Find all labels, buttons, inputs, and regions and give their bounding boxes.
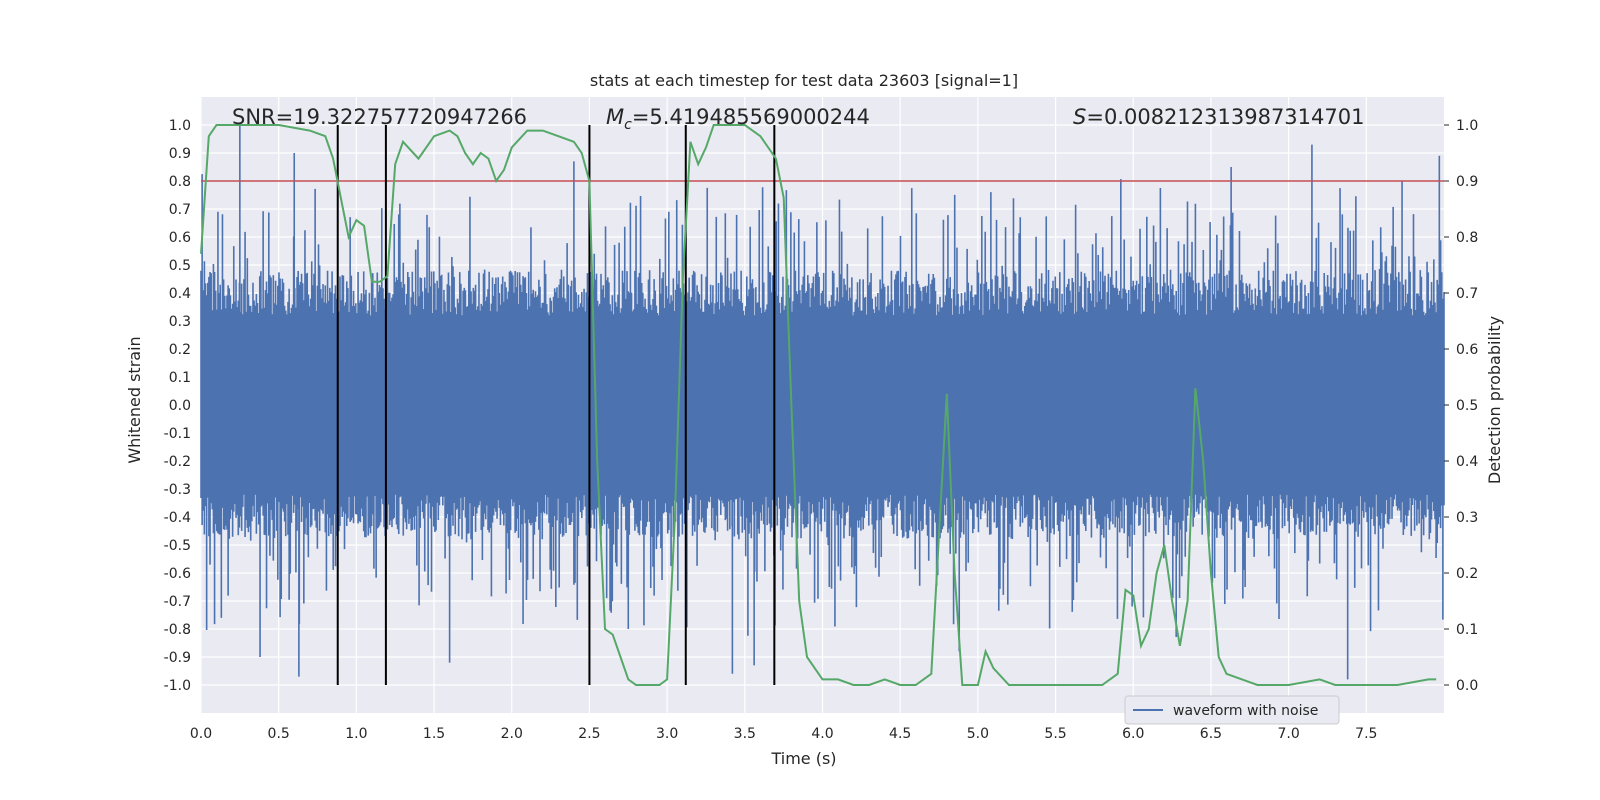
x-tick-label: 5.5 bbox=[1044, 726, 1066, 742]
y-left-tick-label: 0.9 bbox=[169, 146, 191, 162]
vertical-markers bbox=[336, 125, 776, 685]
y-right-tick-label: 0.7 bbox=[1456, 286, 1478, 302]
x-tick-label: 3.5 bbox=[734, 726, 756, 742]
x-tick-label: 1.0 bbox=[345, 726, 367, 742]
x-tick-label: 5.0 bbox=[967, 726, 989, 742]
y-left-tick-label: 0.4 bbox=[169, 286, 191, 302]
y-right-tick-label: 0.0 bbox=[1456, 678, 1478, 694]
x-tick-label: 1.5 bbox=[423, 726, 445, 742]
x-tick-label: 4.5 bbox=[889, 726, 911, 742]
mc-value: =5.419485569000244 bbox=[632, 105, 870, 129]
mc-subscript: c bbox=[624, 117, 632, 133]
waveform-body bbox=[201, 332, 1444, 478]
s-symbol: S bbox=[1073, 105, 1086, 129]
y-left-tick-label: -0.7 bbox=[164, 594, 191, 610]
y-right-axis-ticks: 1.0 0.9 0.8 0.7 0.6 0.5 0.4 0.3 0.2 0.1 0.0 bbox=[1444, 118, 1478, 694]
x-tick-label: 3.0 bbox=[656, 726, 678, 742]
x-axis-ticks: 0.0 0.5 1.0 1.5 2.0 2.5 3.0 3.5 4.0 4.5 5.0 5.5 6.0 6… bbox=[190, 726, 1378, 742]
y-right-axis-label: Detection probability bbox=[1485, 316, 1504, 484]
y-right-tick-label: 0.4 bbox=[1456, 454, 1478, 470]
y-left-tick-label: 0.3 bbox=[169, 314, 191, 330]
x-tick-label: 7.5 bbox=[1355, 726, 1377, 742]
y-right-tick-label: 0.2 bbox=[1456, 566, 1478, 582]
y-left-tick-label: 0.0 bbox=[169, 398, 191, 414]
y-left-tick-label: -0.9 bbox=[164, 650, 191, 666]
mc-symbol: M bbox=[606, 105, 624, 129]
y-left-tick-label: 0.6 bbox=[169, 230, 191, 246]
x-tick-label: 0.0 bbox=[190, 726, 212, 742]
x-tick-label: 7.0 bbox=[1277, 726, 1299, 742]
x-tick-label: 2.5 bbox=[578, 726, 600, 742]
s-annotation: S=0.008212313987314701 bbox=[1073, 105, 1364, 129]
x-tick-label: 6.0 bbox=[1122, 726, 1144, 742]
y-left-tick-label: 1.0 bbox=[169, 118, 191, 134]
detection-probability-line bbox=[200, 124, 1437, 686]
y-left-tick-label: -0.4 bbox=[164, 510, 191, 526]
y-left-axis-label: Whitened strain bbox=[125, 336, 144, 463]
x-tick-label: 0.5 bbox=[268, 726, 290, 742]
x-tick-label: 6.5 bbox=[1200, 726, 1222, 742]
y-left-tick-label: -0.6 bbox=[164, 566, 191, 582]
y-left-tick-label: -0.5 bbox=[164, 538, 191, 554]
y-left-tick-label: 0.5 bbox=[169, 258, 191, 274]
y-right-tick-label: 0.9 bbox=[1456, 174, 1478, 190]
y-left-tick-label: 0.2 bbox=[169, 342, 191, 358]
x-tick-label: 2.0 bbox=[501, 726, 523, 742]
y-left-tick-label: -0.1 bbox=[164, 426, 191, 442]
x-tick-label: 4.0 bbox=[811, 726, 833, 742]
s-value: =0.008212313987314701 bbox=[1086, 105, 1364, 129]
chirp-mass-annotation: Mc=5.419485569000244 bbox=[606, 105, 870, 133]
y-right-tick-label: 0.1 bbox=[1456, 622, 1478, 638]
y-right-tick-label: 1.0 bbox=[1456, 118, 1478, 134]
chart-title: stats at each timestep for test data 236… bbox=[590, 71, 1018, 90]
legend-box bbox=[1124, 695, 1340, 725]
y-right-tick-label: 0.3 bbox=[1456, 510, 1478, 526]
y-left-tick-label: -0.8 bbox=[164, 622, 191, 638]
y-left-tick-label: 0.7 bbox=[169, 202, 191, 218]
y-left-axis-ticks: 1.0 0.9 0.8 0.7 0.6 0.5 0.4 0.3 0.2 0.1 0.0 -0.1 -0.… bbox=[164, 118, 191, 694]
y-left-tick-label: -1.0 bbox=[164, 678, 191, 694]
legend: waveform with noise bbox=[1124, 695, 1340, 725]
y-right-tick-label: 0.8 bbox=[1456, 230, 1478, 246]
x-axis-label: Time (s) bbox=[770, 749, 836, 768]
y-left-tick-label: 0.8 bbox=[169, 174, 191, 190]
y-left-tick-label: -0.3 bbox=[164, 482, 191, 498]
y-right-tick-label: 0.5 bbox=[1456, 398, 1478, 414]
legend-label: waveform with noise bbox=[1173, 703, 1318, 719]
y-right-tick-label: 0.6 bbox=[1456, 342, 1478, 358]
y-left-tick-label: -0.2 bbox=[164, 454, 191, 470]
snr-annotation: SNR=19.322757720947266 bbox=[232, 105, 527, 129]
y-left-tick-label: 0.1 bbox=[169, 370, 191, 386]
waveform-series bbox=[200, 125, 1445, 680]
